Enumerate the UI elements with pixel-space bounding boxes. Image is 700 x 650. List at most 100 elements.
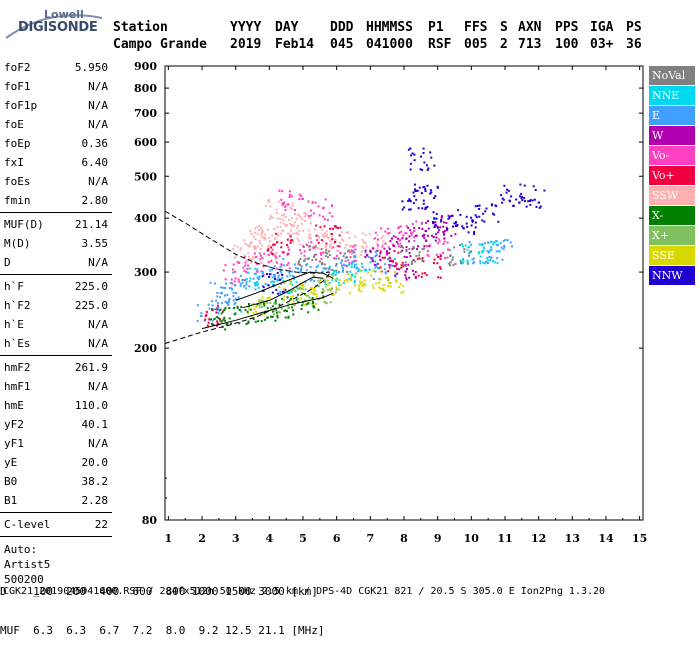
echo-point [238,261,241,264]
echo-point [449,261,452,264]
echo-point [301,218,304,221]
echo-point [261,285,264,287]
echo-point [335,286,338,289]
echo-point [217,308,220,311]
echo-point [308,217,311,220]
echo-point [291,295,294,297]
echo-point [283,213,286,216]
param-value: 225.0 [74,299,108,312]
echo-point [350,278,353,281]
param-row: hmF2 261.9 [0,358,112,377]
echo-point [466,248,469,251]
echo-point [503,244,506,247]
profile-upper [235,271,334,301]
echo-point [288,271,291,274]
echo-point [421,227,424,230]
echo-point [448,262,451,265]
echo-point [379,266,382,269]
echo-point [261,244,264,247]
echo-point [397,245,400,248]
echo-point [472,257,475,260]
param-row: h`E N/A [0,315,112,334]
echo-point [228,307,231,309]
param-label: B0 [4,475,18,488]
echo-point [317,205,320,208]
echo-point [440,220,443,223]
echo-point [436,262,439,265]
param-row: D N/A [0,253,112,272]
echo-point [382,284,385,286]
echo-point [352,260,355,263]
echo-point [501,258,504,261]
echo-point [433,258,436,261]
echo-point [256,284,259,287]
echo-point [491,260,494,262]
echo-point [374,237,377,240]
x-tick-label: 3 [232,532,240,545]
echo-point [412,259,415,262]
echo-point [534,189,537,191]
echo-point [299,263,302,266]
echo-point [324,255,327,258]
param-separator [0,274,112,275]
echo-point [333,257,336,260]
echo-point [448,217,451,220]
echo-point [518,201,521,204]
echo-point [282,214,285,217]
echo-point [482,250,485,252]
echo-point [275,256,278,259]
echo-point [297,224,300,227]
echo-point [332,275,335,278]
echo-point [279,293,282,295]
echo-point [447,214,450,217]
echo-point [475,216,478,219]
echo-point [382,240,385,243]
hdr-p1: RSF [428,37,452,52]
echo-point [357,268,360,271]
echo-point [260,254,262,257]
echo-point [280,241,283,244]
echo-point [529,199,532,202]
echo-point [301,287,304,290]
echo-point [426,234,429,237]
echo-point [288,219,290,221]
echo-point [339,252,342,255]
echo-point [273,274,276,276]
echo-point [413,153,416,156]
param-row: foF2 5.950 [0,58,112,77]
echo-point [372,237,375,240]
echo-point [437,276,440,279]
echo-point [266,249,269,252]
echo-point [306,244,308,246]
echo-point [450,214,453,217]
echo-point [420,222,423,225]
echo-point [429,189,432,192]
echo-point [384,242,387,245]
echo-point [267,260,270,263]
echo-point [310,302,313,305]
echo-point [312,246,315,249]
echo-point [298,260,301,263]
echo-point [253,256,256,259]
echo-point [241,281,244,284]
echo-point [387,285,389,287]
echo-point [246,268,249,270]
echo-point [329,287,331,290]
echo-point [299,249,302,252]
echo-point [409,162,412,165]
echo-point [399,225,402,228]
echo-point [425,221,428,224]
echo-point [312,300,314,303]
echo-point [247,307,250,310]
echo-point [401,249,404,252]
echo-point [430,156,433,159]
echo-point [298,288,301,291]
echo-point [291,239,294,242]
echo-point [364,252,367,255]
hdr-s: 2 [500,37,508,52]
echo-point [379,250,382,253]
echo-point [422,152,425,154]
echo-point [436,185,439,188]
echo-point [337,281,340,284]
echo-point [412,191,415,194]
